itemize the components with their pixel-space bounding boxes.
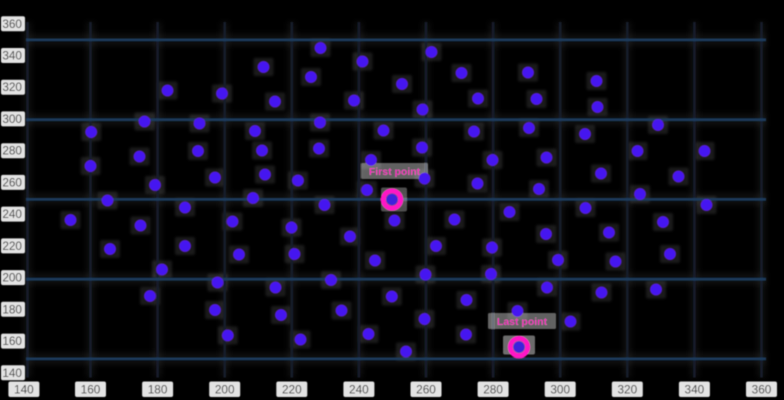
- svg-text:280: 280: [483, 383, 503, 397]
- svg-text:340: 340: [2, 49, 22, 63]
- svg-text:260: 260: [416, 383, 436, 397]
- svg-text:180: 180: [148, 383, 168, 397]
- svg-text:220: 220: [2, 239, 22, 253]
- svg-text:360: 360: [2, 17, 22, 31]
- svg-text:160: 160: [81, 383, 101, 397]
- svg-text:360: 360: [752, 383, 772, 397]
- svg-text:140: 140: [2, 366, 22, 380]
- svg-text:340: 340: [685, 383, 705, 397]
- svg-text:180: 180: [2, 302, 22, 316]
- svg-text:320: 320: [2, 80, 22, 94]
- svg-text:300: 300: [2, 112, 22, 126]
- svg-text:200: 200: [215, 383, 235, 397]
- svg-text:300: 300: [550, 383, 570, 397]
- svg-text:Last point: Last point: [497, 316, 548, 328]
- svg-text:320: 320: [617, 383, 637, 397]
- svg-text:140: 140: [14, 383, 34, 397]
- svg-text:280: 280: [2, 144, 22, 158]
- svg-text:220: 220: [282, 383, 302, 397]
- svg-text:260: 260: [2, 175, 22, 189]
- svg-text:160: 160: [2, 334, 22, 348]
- svg-text:240: 240: [2, 207, 22, 221]
- svg-text:First point: First point: [369, 166, 421, 178]
- svg-text:240: 240: [349, 383, 369, 397]
- svg-text:200: 200: [2, 271, 22, 285]
